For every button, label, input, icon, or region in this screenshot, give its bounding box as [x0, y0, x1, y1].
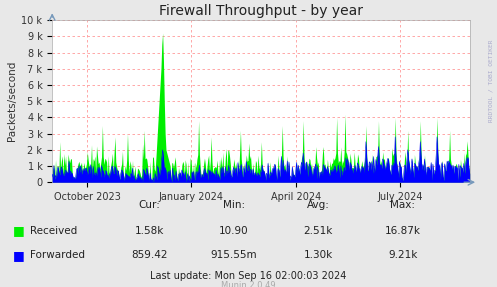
Text: Max:: Max: — [390, 200, 415, 210]
Text: ■: ■ — [12, 249, 24, 262]
Text: 859.42: 859.42 — [131, 251, 167, 260]
Y-axis label: Packets/second: Packets/second — [7, 61, 17, 141]
Text: Forwarded: Forwarded — [30, 251, 85, 260]
Text: RRDTOOL / TOBI OETIKER: RRDTOOL / TOBI OETIKER — [489, 39, 494, 122]
Text: 1.30k: 1.30k — [304, 251, 332, 260]
Text: 2.51k: 2.51k — [303, 226, 333, 236]
Text: 9.21k: 9.21k — [388, 251, 417, 260]
Text: 1.58k: 1.58k — [134, 226, 164, 236]
Text: Cur:: Cur: — [138, 200, 160, 210]
Text: Last update: Mon Sep 16 02:00:03 2024: Last update: Mon Sep 16 02:00:03 2024 — [150, 271, 347, 281]
Text: Avg:: Avg: — [307, 200, 330, 210]
Text: 10.90: 10.90 — [219, 226, 248, 236]
Text: Received: Received — [30, 226, 77, 236]
Text: 16.87k: 16.87k — [385, 226, 420, 236]
Title: Firewall Throughput - by year: Firewall Throughput - by year — [159, 3, 363, 18]
Text: ■: ■ — [12, 224, 24, 238]
Text: Min:: Min: — [223, 200, 245, 210]
Text: 915.55m: 915.55m — [210, 251, 257, 260]
Text: Munin 2.0.49: Munin 2.0.49 — [221, 281, 276, 287]
